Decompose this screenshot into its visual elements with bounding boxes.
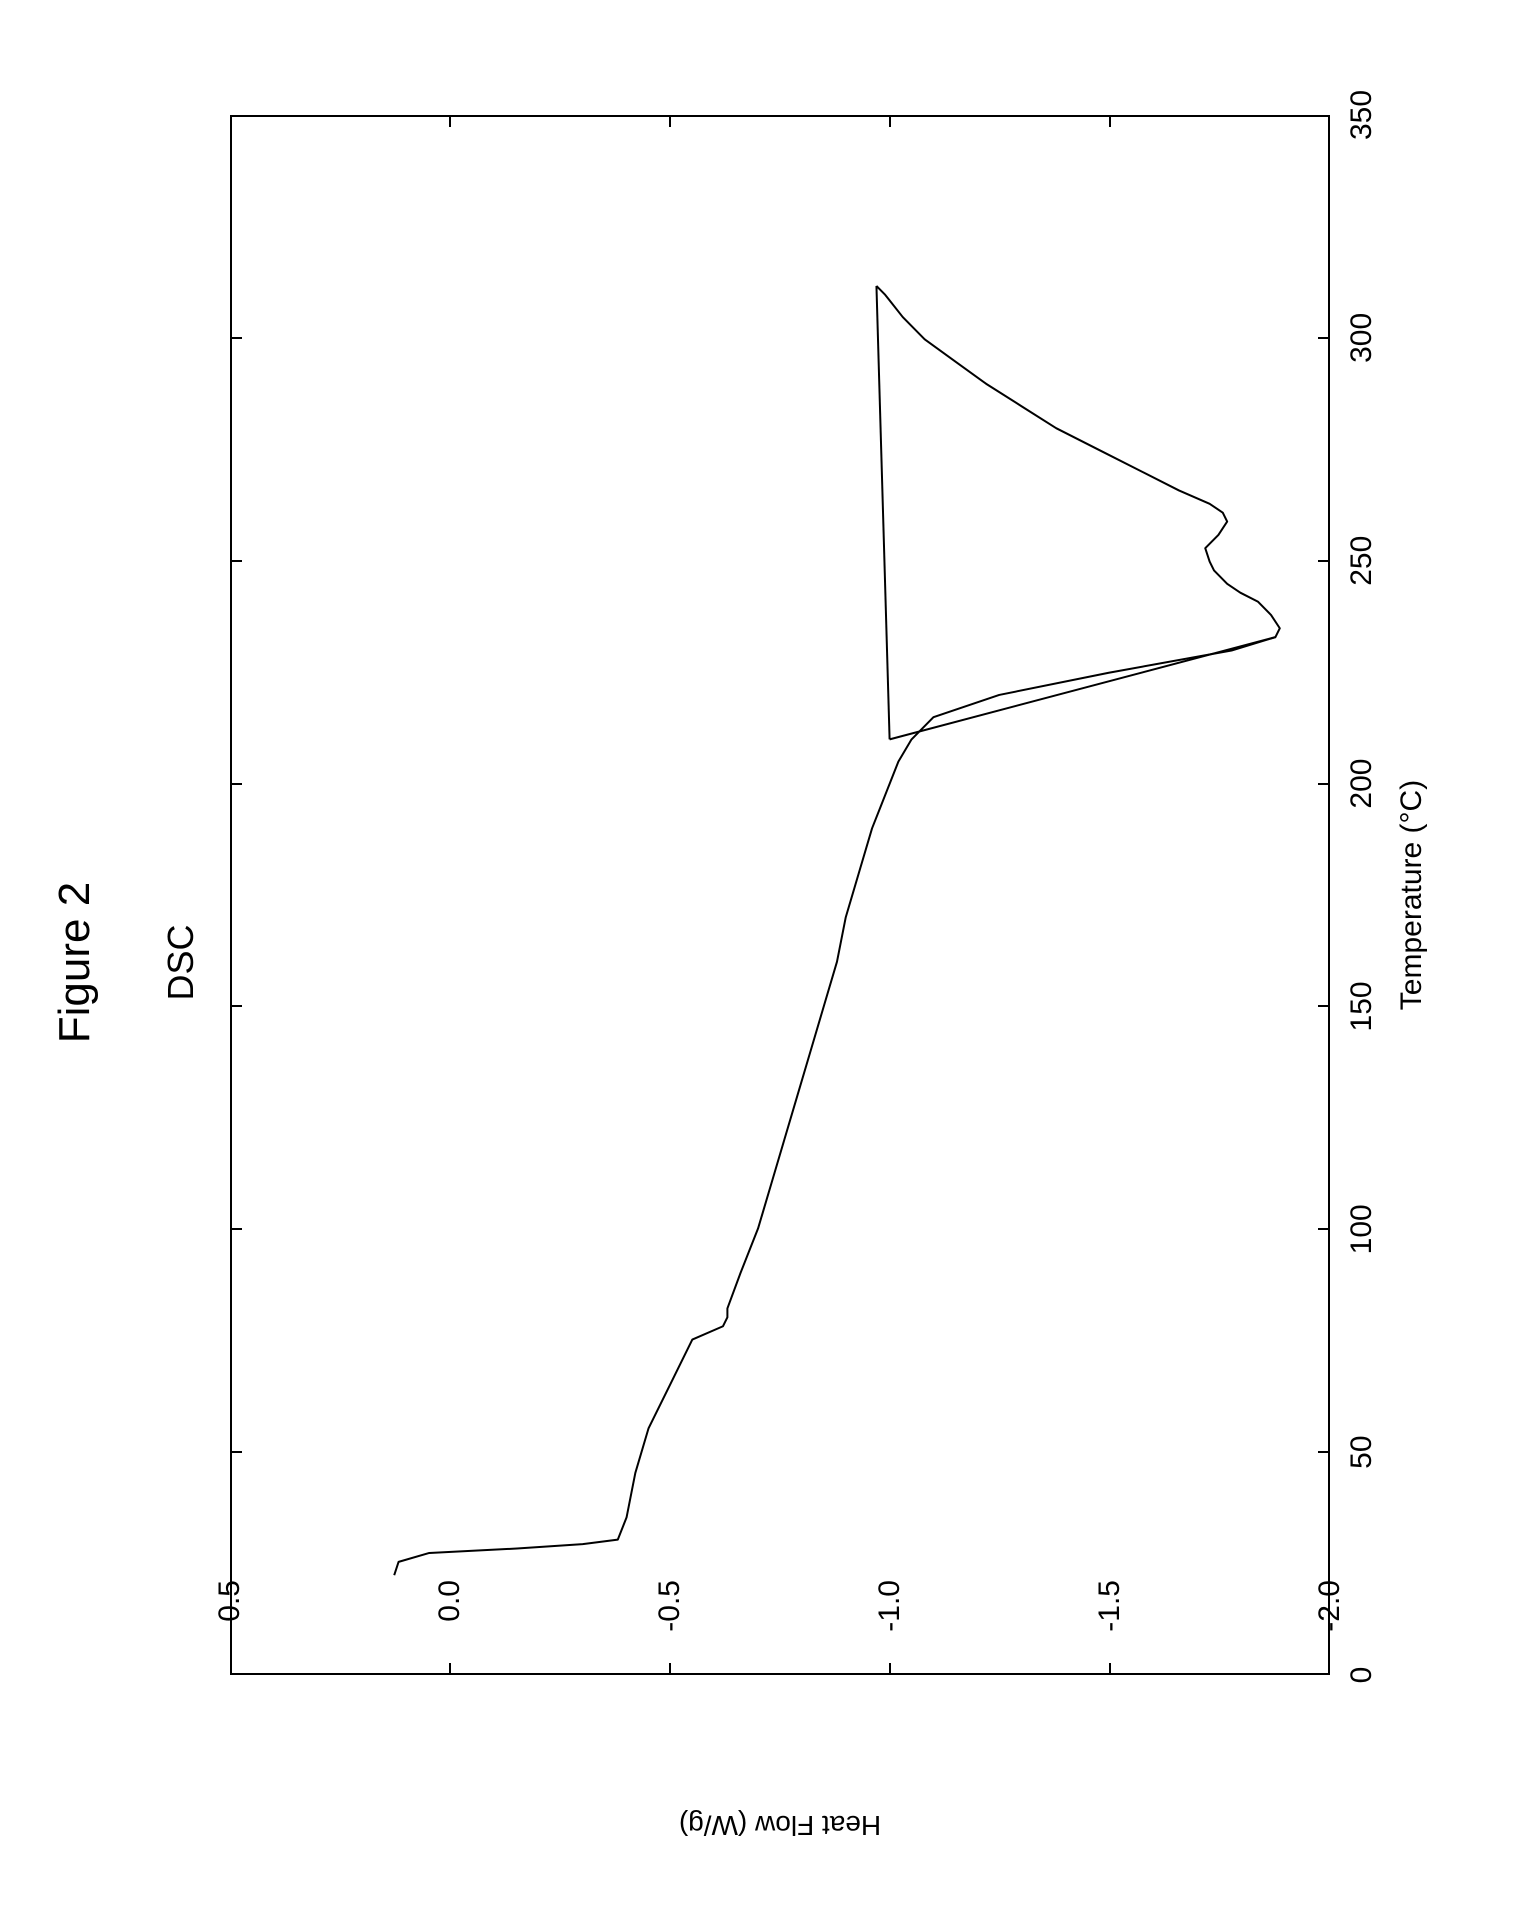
y-tick-label: -1.0 xyxy=(873,1580,907,1660)
x-tick-mark xyxy=(1318,1451,1330,1453)
x-tick-mark xyxy=(230,1005,242,1007)
y-tick-mark xyxy=(449,115,451,127)
x-tick-label: 150 xyxy=(1345,966,1379,1046)
y-tick-mark xyxy=(889,115,891,127)
dsc-baseline xyxy=(876,286,889,739)
y-tick-mark xyxy=(889,1663,891,1675)
x-tick-mark xyxy=(1318,560,1330,562)
figure-title: Figure 2 xyxy=(50,0,100,1925)
chart-title: DSC xyxy=(160,0,202,1925)
y-tick-label: 0.0 xyxy=(433,1580,467,1660)
x-tick-label: 350 xyxy=(1345,75,1379,155)
y-tick-mark xyxy=(1109,1663,1111,1675)
x-tick-mark xyxy=(230,1228,242,1230)
figure-inner: Figure 2 DSC Heat Flow (W/g) Temperature… xyxy=(0,0,1526,1925)
x-tick-mark xyxy=(230,337,242,339)
x-tick-label: 100 xyxy=(1345,1189,1379,1269)
figure-container: Figure 2 DSC Heat Flow (W/g) Temperature… xyxy=(0,399,1526,1925)
y-tick-mark xyxy=(669,1663,671,1675)
y-tick-mark xyxy=(1109,115,1111,127)
y-tick-mark xyxy=(449,1663,451,1675)
x-tick-label: 300 xyxy=(1345,298,1379,378)
y-tick-label: -2.0 xyxy=(1313,1580,1347,1660)
dsc-curve-svg xyxy=(232,117,1328,1673)
x-tick-mark xyxy=(1318,337,1330,339)
x-tick-label: 0 xyxy=(1345,1635,1379,1715)
x-tick-label: 250 xyxy=(1345,521,1379,601)
y-tick-label: -0.5 xyxy=(653,1580,687,1660)
plot-area xyxy=(230,115,1330,1675)
x-axis-label: Temperature (°C) xyxy=(1395,780,1429,1010)
x-tick-mark xyxy=(230,1451,242,1453)
y-axis-label: Heat Flow (W/g) xyxy=(679,1809,881,1841)
y-tick-label: 0.5 xyxy=(213,1580,247,1660)
x-tick-mark xyxy=(1318,1228,1330,1230)
x-tick-label: 200 xyxy=(1345,744,1379,824)
x-tick-label: 50 xyxy=(1345,1412,1379,1492)
dsc-main-curve xyxy=(394,286,1280,1575)
x-tick-mark xyxy=(230,560,242,562)
y-tick-mark xyxy=(669,115,671,127)
x-tick-mark xyxy=(1318,1005,1330,1007)
dsc-onset-line xyxy=(890,637,1276,739)
x-tick-mark xyxy=(1318,783,1330,785)
y-tick-label: -1.5 xyxy=(1093,1580,1127,1660)
x-tick-mark xyxy=(230,783,242,785)
